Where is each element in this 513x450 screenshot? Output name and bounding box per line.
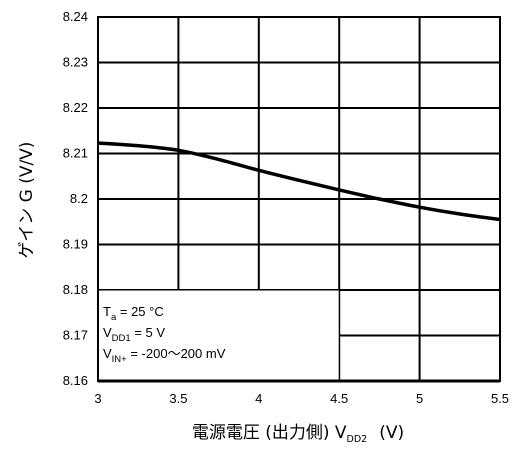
annotation-vin: VIN+ = -200～200 mV <box>103 346 226 365</box>
y-tick-labels: 8.16 8.17 8.18 8.19 8.2 8.21 8.22 8.23 8.24 <box>63 9 88 388</box>
annotation-vdd1: VDD1 = 5 V <box>103 325 165 344</box>
y-tick-label: 8.24 <box>63 9 88 24</box>
y-tick-label: 8.19 <box>63 237 88 252</box>
series-layer <box>97 141 501 222</box>
series-line <box>97 141 501 222</box>
y-tick-label: 8.2 <box>70 191 88 206</box>
y-tick-label: 8.16 <box>63 373 88 388</box>
x-tick-label: 4 <box>255 391 262 406</box>
x-tick-label: 3.5 <box>169 391 187 406</box>
plot-frame <box>97 16 501 383</box>
y-tick-label: 8.23 <box>63 55 88 70</box>
x-tick-label: 3 <box>94 391 101 406</box>
y-tick-label: 8.17 <box>63 328 88 343</box>
annotation-box <box>97 289 340 382</box>
x-tick-label: 5.5 <box>491 391 509 406</box>
x-tick-label: 4.5 <box>330 391 348 406</box>
y-tick-label: 8.22 <box>63 100 88 115</box>
y-tick-label: 8.18 <box>63 282 88 297</box>
x-tick-labels: 3 3.5 4 4.5 5 5.5 <box>94 391 509 406</box>
annotation-temperature: Ta = 25 °C <box>103 304 164 323</box>
x-axis-label: 電源電圧 (出力側) VDD2 (V) <box>192 423 404 445</box>
y-tick-label: 8.21 <box>63 146 88 161</box>
y-axis-label: ゲイン G (V/V) <box>17 142 37 259</box>
x-tick-label: 5 <box>416 391 423 406</box>
